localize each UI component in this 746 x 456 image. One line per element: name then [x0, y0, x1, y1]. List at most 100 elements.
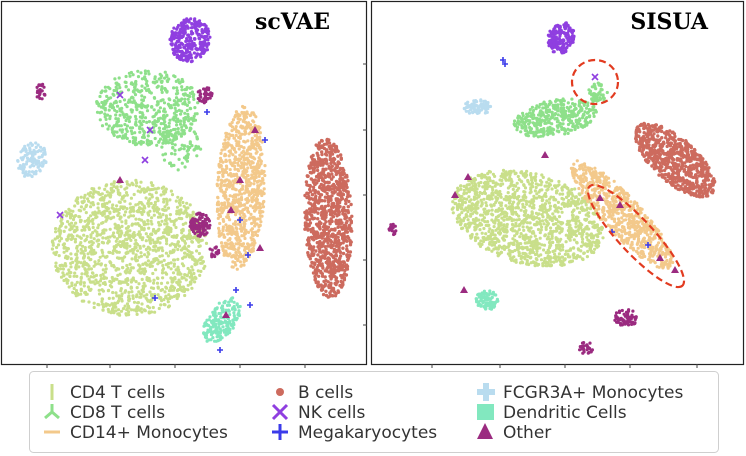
cd4-t-cell-point — [475, 211, 479, 215]
cd4-t-cell-point — [183, 251, 187, 255]
cd14-monocyte-point — [243, 236, 247, 241]
cd14-monocyte-point — [253, 209, 257, 213]
cd14-monocyte-point — [219, 151, 223, 155]
cd14-monocyte-point — [241, 125, 245, 129]
b-cell-point — [342, 278, 347, 282]
cd4-t-cell-point — [131, 232, 135, 236]
cd8-t-cell-point — [117, 76, 121, 80]
cd4-t-cell-point — [74, 252, 78, 256]
cd4-t-cell-point — [557, 179, 561, 184]
dendritic-cell-point — [235, 302, 239, 306]
cd14-monocyte-point — [225, 187, 229, 191]
cd14-monocyte-point — [229, 123, 233, 128]
cd4-t-cell-point — [163, 222, 167, 226]
cd8-t-cell-point — [173, 103, 177, 107]
b-cell-point — [341, 192, 345, 196]
cd4-t-cell-point — [56, 266, 60, 271]
cd4-t-cell-point — [170, 280, 174, 284]
cd14-monocyte-point — [227, 149, 231, 153]
cd4-t-cell-point — [521, 225, 525, 229]
b-cell-point — [318, 184, 322, 189]
b-cell-point — [313, 189, 317, 193]
cd4-t-cell-point — [158, 246, 162, 250]
nk-cell-point — [189, 26, 194, 30]
cd8-t-cell-point — [127, 119, 131, 124]
cd4-t-cell-point — [160, 235, 164, 240]
cd4-t-cell-point — [129, 286, 133, 290]
cd4-t-cell-point — [463, 200, 467, 205]
cd4-t-cell-point — [184, 235, 188, 239]
cd4-t-cell-point — [130, 223, 134, 227]
cd4-t-cell-point — [534, 182, 538, 186]
cd4-t-cell-point — [133, 257, 137, 261]
cd4-t-cell-point — [140, 310, 144, 314]
cd4-t-cell-point — [108, 279, 112, 284]
cd4-t-cell-point — [142, 244, 146, 248]
cd4-t-cell-point — [109, 216, 114, 220]
cd4-t-cell-point — [146, 259, 150, 263]
cd4-t-cell-point — [124, 219, 128, 223]
nk-cell-point — [194, 27, 198, 31]
cd4-t-cell-point — [148, 241, 153, 245]
cd4-t-cell-point — [138, 235, 143, 239]
cd4-t-cell-point — [596, 235, 600, 239]
cd14-monocyte-point — [232, 253, 236, 257]
cd4-t-cell-point — [62, 250, 66, 254]
cd14-monocyte-point — [224, 145, 228, 149]
cd4-t-cell-point — [97, 292, 102, 296]
cd4-t-cell-point — [119, 215, 123, 219]
b-cell-point — [331, 175, 335, 179]
cd8-t-cell-point — [100, 100, 104, 105]
cd4-t-cell-point — [153, 257, 157, 261]
cd4-t-cell-point — [83, 239, 87, 243]
cd4-t-cell-point — [61, 267, 65, 271]
nk-cell-point — [184, 43, 188, 48]
cd8-t-cell-point — [103, 112, 107, 116]
cd8-t-cell-point — [188, 128, 192, 133]
cd14-monocyte-point — [237, 130, 241, 134]
b-cell-point — [312, 252, 316, 256]
other-point — [198, 217, 202, 221]
cd8-t-cell-point — [130, 132, 134, 136]
cd4-t-cell-point — [147, 204, 151, 208]
fcgr3a-monocyte-point — [38, 168, 42, 172]
cd14-monocyte-point — [258, 191, 262, 195]
nk-cell-point — [169, 42, 173, 46]
cd14-monocyte-point — [234, 188, 238, 192]
cd4-t-cell-point — [161, 190, 166, 194]
cd8-t-cell-point — [163, 70, 167, 74]
sisua-panel-frame — [370, 0, 745, 366]
b-cell-point — [317, 176, 321, 180]
cd14-monocyte-point — [256, 144, 260, 148]
cd8-t-cell-point — [149, 141, 154, 145]
other-point — [200, 99, 204, 103]
cd4-t-cell-point — [119, 309, 124, 313]
fcgr3a-monocyte-point — [26, 152, 30, 156]
cd4-t-cell-point — [177, 209, 181, 213]
cd8-t-cell-point — [124, 132, 128, 136]
cd4-t-cell-point — [138, 185, 142, 189]
cd4-t-cell-point — [105, 209, 109, 213]
cd4-t-cell-point — [148, 238, 152, 242]
cd4-t-cell-point — [590, 250, 594, 254]
cd14-monocyte-point — [228, 180, 232, 184]
cd4-t-cell-point — [162, 258, 166, 262]
cd8-t-cell-point — [178, 122, 183, 126]
cd14-monocyte-point — [243, 132, 247, 136]
cd4-t-cell-point — [90, 218, 95, 222]
cd14-monocyte-point — [225, 253, 229, 257]
cd8-t-cell-point — [158, 116, 162, 120]
cd4-t-cell-point — [136, 301, 140, 305]
cd4-t-cell-point — [118, 193, 122, 197]
other-point — [210, 94, 214, 98]
cd8-t-cell-point — [130, 95, 134, 99]
cd4-t-cell-point — [116, 209, 120, 213]
cd14-monocyte-point — [254, 147, 258, 151]
b-cell-point — [335, 259, 339, 264]
cd8-t-cell-point — [124, 103, 128, 107]
cd4-t-cell-point — [139, 307, 143, 311]
cd4-t-cell-point — [77, 215, 81, 219]
b-cell-point — [318, 195, 322, 199]
cd14-monocyte-point — [231, 228, 235, 232]
cd4-t-cell-point — [74, 294, 78, 298]
